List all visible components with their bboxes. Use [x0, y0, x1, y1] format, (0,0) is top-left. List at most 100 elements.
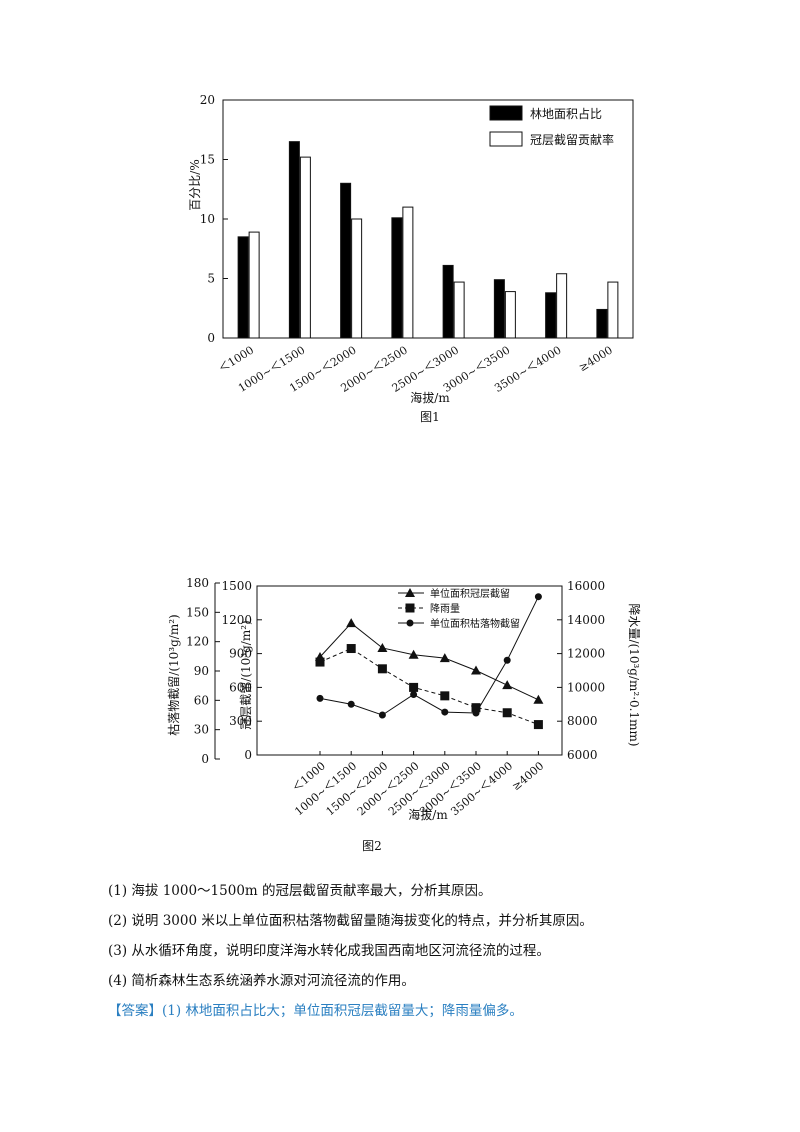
data-point-triangle — [346, 618, 357, 628]
left-inner-tick-label: 900 — [229, 647, 252, 661]
right-tick-label: 14000 — [567, 613, 605, 627]
bar — [237, 236, 249, 339]
data-point-square — [471, 703, 481, 713]
bar — [351, 218, 363, 339]
legend-swatch — [489, 105, 523, 121]
figure-1-xlabel: 海拔/m — [410, 390, 450, 405]
data-point-circle — [347, 700, 355, 708]
series-line — [319, 596, 539, 716]
figure-2-right-ylabel: 降水量/(10³g/m²·0.1mm) — [627, 603, 641, 746]
data-point-square — [502, 708, 512, 718]
figure-2-left-inner-ylabel: 冠层截留/(10³g/m²) — [239, 620, 253, 729]
x-tick-label: ≥4000 — [577, 344, 615, 375]
bar — [391, 217, 403, 339]
y-tick-label: 15 — [200, 153, 215, 167]
bar — [453, 281, 465, 339]
right-tick-label: 16000 — [567, 579, 605, 593]
legend-label: 林地面积占比 — [530, 106, 602, 121]
y-tick-label: 0 — [207, 331, 215, 345]
data-point-triangle — [377, 642, 388, 652]
data-point-circle — [441, 708, 449, 716]
legend-marker-circle — [406, 619, 414, 627]
bar — [607, 281, 619, 339]
right-tick-label: 10000 — [567, 680, 605, 694]
left-outer-tick-label: 30 — [194, 723, 209, 737]
data-point-circle — [472, 709, 480, 717]
figure-1-caption: 图1 — [420, 410, 440, 424]
x-tick-label: ≥4000 — [509, 759, 546, 793]
legend-swatch — [489, 131, 523, 147]
bar — [545, 292, 557, 339]
bar — [493, 279, 505, 339]
bar — [442, 264, 454, 339]
data-point-square — [440, 691, 450, 701]
data-point-circle — [534, 593, 542, 601]
legend-label: 单位面积枯落物截留 — [430, 617, 520, 630]
question-1: (1) 海拔 1000～1500m 的冠层截留贡献率最大，分析其原因。 — [108, 883, 492, 899]
left-outer-tick-label: 0 — [201, 752, 209, 766]
left-inner-tick-label: 600 — [229, 680, 252, 694]
left-inner-tick-label: 1500 — [221, 579, 252, 593]
left-outer-tick-label: 150 — [186, 605, 209, 619]
figure-1-bars — [237, 141, 619, 339]
data-point-triangle — [533, 694, 544, 704]
x-tick-label: ＜1000 — [216, 344, 256, 376]
figure-1-ylabel: 百分比/% — [188, 159, 202, 210]
right-tick-label: 6000 — [567, 748, 598, 762]
bar — [248, 231, 260, 339]
data-point-square — [315, 657, 325, 667]
left-inner-tick-label: 1200 — [221, 613, 252, 627]
bar — [596, 308, 608, 339]
data-point-square — [409, 682, 419, 692]
answer-label: 【答案】 — [108, 1003, 162, 1019]
right-tick-label: 12000 — [567, 647, 605, 661]
left-inner-tick-label: 300 — [229, 714, 252, 728]
figure-2-left-outer-ylabel: 枯落物截留/(10³g/m²) — [166, 614, 181, 735]
question-4: (4) 简析森林生态系统涵养水源对河流径流的作用。 — [108, 973, 415, 989]
data-point-triangle — [439, 653, 450, 663]
legend-marker-triangle — [405, 588, 415, 597]
bar — [556, 273, 568, 339]
data-point-circle — [410, 690, 418, 698]
figure-2-xlabel: 海拔/m — [408, 807, 448, 822]
plot-frame — [256, 585, 563, 756]
data-point-circle — [378, 711, 386, 719]
answer-text: (1) 林地面积占比大；单位面积冠层截留量大；降雨量偏多。 — [162, 1003, 523, 1019]
left-outer-tick-label: 180 — [186, 576, 209, 590]
series-line — [319, 647, 539, 726]
figure-2-lines — [315, 593, 544, 730]
question-3: (3) 从水循环角度，说明印度洋海水转化成我国西南地区河流径流的过程。 — [108, 943, 550, 959]
data-point-circle — [316, 694, 324, 702]
legend-marker-square — [405, 603, 415, 613]
legend-label: 单位面积冠层截留 — [430, 587, 510, 600]
y-tick-label: 5 — [207, 272, 215, 286]
left-outer-tick-label: 90 — [194, 664, 209, 678]
bar — [504, 291, 516, 339]
data-point-circle — [503, 656, 511, 664]
legend-label: 降雨量 — [430, 602, 460, 615]
data-point-triangle — [408, 649, 419, 659]
legend-label: 冠层截留贡献率 — [530, 132, 614, 147]
bar — [340, 182, 352, 339]
answer-line: 【答案】(1) 林地面积占比大；单位面积冠层截留量大；降雨量偏多。 — [108, 1001, 523, 1021]
figure-2-line-chart: 0 30 60 90 120 150 180 0 300 600 900 1200 1500 6000 80… — [166, 576, 641, 853]
data-point-triangle — [502, 680, 513, 690]
figure-2-caption: 图2 — [362, 839, 382, 853]
data-point-square — [377, 664, 387, 674]
left-outer-tick-label: 120 — [186, 635, 209, 649]
left-outer-tick-label: 60 — [194, 693, 209, 707]
question-2: (2) 说明 3000 米以上单位面积枯落物截留量随海拔变化的特点，并分析其原因… — [108, 913, 593, 929]
figure-1-bar-chart: 05101520＜10001000~＜15001500~＜20002000~＜2… — [188, 93, 634, 424]
bar — [288, 141, 300, 339]
bar — [299, 156, 311, 339]
y-tick-label: 20 — [200, 93, 215, 107]
bar — [402, 206, 414, 339]
series-line — [319, 622, 539, 701]
data-point-triangle — [471, 665, 481, 675]
data-point-square — [533, 720, 543, 730]
right-tick-label: 8000 — [567, 714, 598, 728]
data-point-square — [346, 644, 356, 654]
y-tick-label: 10 — [200, 212, 215, 226]
